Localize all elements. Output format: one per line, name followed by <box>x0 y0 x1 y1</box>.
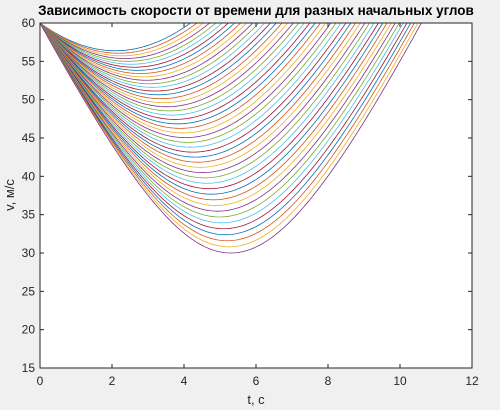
series-line <box>39 22 248 78</box>
y-tick-label: 45 <box>22 131 36 145</box>
series-line <box>39 22 375 184</box>
y-axis-label: v, м/с <box>2 179 17 211</box>
x-tick-label: 2 <box>109 374 116 388</box>
series-line <box>39 22 361 168</box>
series-line <box>39 22 370 179</box>
y-axis: 15 20 25 30 35 40 45 50 55 60 <box>22 16 472 375</box>
series-line <box>39 22 326 134</box>
chart-title: Зависимость скорости от времени для разн… <box>38 3 474 18</box>
series-line <box>39 22 396 212</box>
series-group <box>39 22 422 254</box>
series-line <box>39 22 388 201</box>
x-tick-label: 4 <box>181 374 188 388</box>
series-line <box>39 22 356 163</box>
series-line <box>39 22 311 120</box>
x-tick-label: 6 <box>253 374 260 388</box>
series-line <box>39 22 412 236</box>
y-tick-label: 40 <box>22 169 36 183</box>
y-tick-label: 35 <box>22 208 36 222</box>
series-line <box>39 22 316 125</box>
series-line <box>39 22 300 112</box>
series-line <box>39 22 422 254</box>
series-line <box>39 22 198 54</box>
series-line <box>39 22 366 173</box>
series-line <box>39 22 217 62</box>
series-line <box>39 22 210 59</box>
series-line <box>39 22 400 218</box>
series-line <box>39 22 283 100</box>
series-line <box>39 22 265 88</box>
series-line <box>39 22 415 242</box>
series-line <box>39 22 204 57</box>
series-line <box>39 22 347 153</box>
y-tick-label: 60 <box>22 16 36 30</box>
series-line <box>39 22 288 104</box>
series-line <box>39 22 294 108</box>
series-line <box>39 22 408 230</box>
series-line <box>39 22 321 129</box>
series-line <box>39 22 229 68</box>
series-line <box>39 22 259 85</box>
series-line <box>39 22 191 52</box>
y-tick-label: 20 <box>22 323 36 337</box>
y-tick-label: 30 <box>22 246 36 260</box>
y-tick-label: 50 <box>22 93 36 107</box>
series-line <box>39 22 271 92</box>
series-line <box>39 22 337 143</box>
x-tick-label: 12 <box>465 374 479 388</box>
x-tick-label: 0 <box>37 374 44 388</box>
series-line <box>39 22 241 74</box>
y-tick-label: 15 <box>22 361 36 375</box>
series-line <box>39 22 223 65</box>
series-line <box>39 22 392 206</box>
series-line <box>39 22 332 139</box>
series-line <box>39 22 235 71</box>
y-tick-label: 25 <box>22 284 36 298</box>
series-line <box>39 22 305 116</box>
series-line <box>39 22 379 190</box>
series-line <box>39 22 384 195</box>
x-axis-label: t, c <box>247 392 265 407</box>
x-tick-label: 8 <box>325 374 332 388</box>
series-line <box>39 22 419 248</box>
series-line <box>39 22 342 148</box>
y-tick-label: 55 <box>22 54 36 68</box>
series-line <box>39 22 254 81</box>
x-tick-label: 10 <box>393 374 407 388</box>
series-line <box>39 22 404 224</box>
series-line <box>39 22 277 96</box>
series-line <box>39 22 352 158</box>
x-axis: 0 2 4 6 8 10 12 <box>37 23 479 388</box>
